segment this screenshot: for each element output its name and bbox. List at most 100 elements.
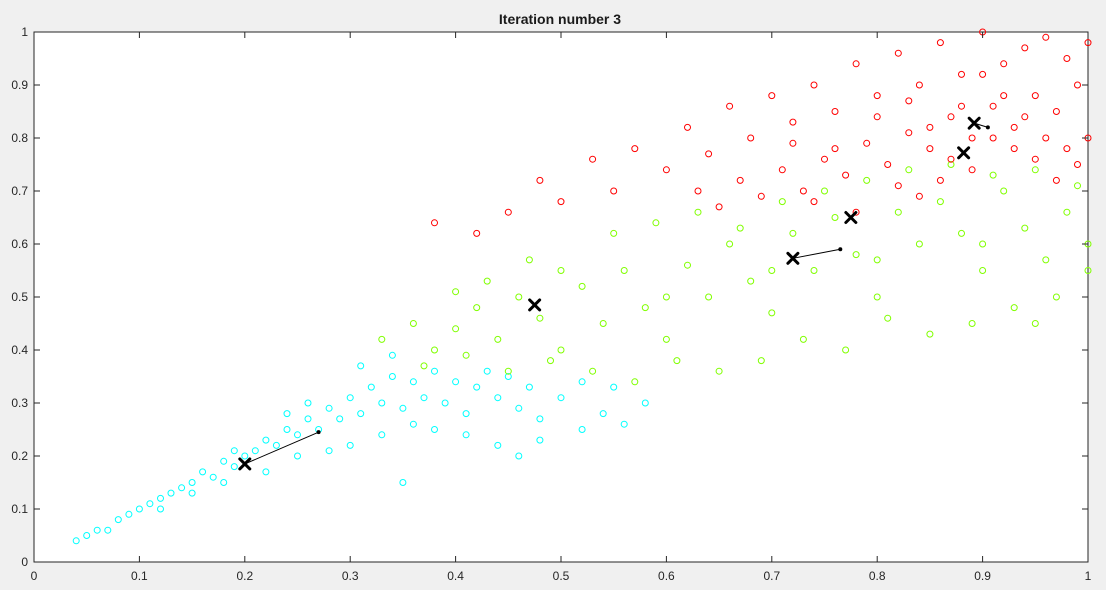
data-point — [525, 256, 533, 264]
data-point — [1074, 182, 1081, 190]
data-point — [884, 161, 892, 168]
data-point — [799, 335, 807, 343]
data-point — [304, 399, 312, 407]
data-point — [947, 155, 955, 163]
data-point — [768, 309, 776, 317]
x-tick-label: 1 — [1085, 569, 1092, 583]
centroid-markers — [238, 116, 990, 471]
data-point — [926, 123, 934, 131]
data-point — [905, 129, 913, 137]
data-point — [378, 335, 386, 343]
centroid-previous-marker — [985, 125, 990, 130]
data-point — [873, 256, 881, 264]
data-point — [726, 102, 734, 110]
data-point — [821, 155, 828, 163]
data-point — [494, 441, 502, 449]
data-point — [367, 383, 375, 391]
data-point — [831, 214, 839, 221]
data-point — [157, 505, 164, 513]
data-point — [936, 39, 944, 47]
data-point — [420, 362, 428, 370]
data-point — [884, 314, 892, 322]
centroid-marker — [967, 116, 981, 130]
data-point — [926, 330, 934, 338]
x-tick-label: 0.9 — [974, 569, 991, 583]
data-point — [1052, 176, 1060, 184]
data-point — [958, 102, 965, 110]
centroid-previous-marker — [316, 430, 321, 435]
data-point — [936, 198, 944, 206]
data-point — [357, 410, 365, 418]
data-point — [262, 436, 270, 444]
data-point — [452, 325, 460, 333]
centroid-previous-marker — [838, 247, 843, 252]
data-point — [1021, 113, 1029, 121]
data-point — [452, 288, 460, 296]
data-point — [852, 251, 860, 259]
x-tick-label: 0.1 — [131, 569, 148, 583]
data-point — [979, 70, 987, 78]
data-point — [494, 335, 502, 343]
data-point — [958, 229, 965, 237]
data-point — [304, 415, 312, 423]
data-point — [336, 415, 344, 423]
data-point — [578, 426, 586, 433]
data-point — [789, 229, 797, 237]
data-point — [557, 394, 565, 402]
data-point — [662, 166, 670, 174]
data-point — [515, 293, 523, 301]
data-point — [473, 304, 481, 312]
data-point — [431, 367, 438, 375]
data-point — [610, 383, 618, 391]
centroid-trail-line — [244, 431, 319, 465]
data-point — [662, 293, 670, 301]
y-tick-label: 0.4 — [11, 343, 28, 357]
data-point — [694, 187, 702, 195]
data-point — [388, 351, 396, 359]
data-point — [810, 81, 818, 89]
data-point — [894, 182, 902, 190]
data-point — [810, 198, 818, 206]
data-point — [557, 267, 565, 274]
data-point — [220, 479, 228, 486]
data-point — [388, 373, 396, 380]
data-point — [736, 224, 744, 232]
x-tick-label: 0.4 — [447, 569, 464, 583]
data-point — [662, 335, 670, 343]
data-point — [1052, 108, 1060, 115]
data-point — [294, 431, 301, 439]
data-point — [83, 532, 91, 539]
data-point — [915, 192, 923, 200]
data-point — [673, 357, 681, 365]
data-point — [441, 399, 449, 407]
data-point — [72, 537, 80, 545]
data-point — [715, 203, 723, 211]
data-point — [1031, 320, 1039, 327]
data-point — [768, 267, 776, 274]
data-point — [1000, 187, 1008, 195]
data-point — [251, 447, 259, 455]
data-point — [283, 426, 291, 433]
y-tick-label: 0.9 — [11, 78, 28, 92]
data-point — [1010, 123, 1018, 131]
data-points — [72, 28, 1092, 545]
data-point — [694, 208, 702, 216]
data-point — [842, 171, 850, 179]
data-point — [620, 267, 628, 274]
data-point — [547, 357, 554, 365]
data-point — [610, 229, 618, 237]
data-point — [842, 346, 850, 354]
data-point — [715, 367, 723, 375]
data-point — [1084, 267, 1092, 274]
data-point — [757, 357, 765, 365]
data-point — [1000, 60, 1008, 68]
y-tick-label: 0.8 — [11, 131, 28, 145]
data-point — [420, 394, 428, 402]
data-point — [1010, 304, 1018, 312]
data-point — [684, 123, 691, 131]
data-point — [399, 404, 407, 412]
data-point — [1021, 224, 1029, 232]
data-point — [620, 420, 628, 428]
data-point — [810, 267, 818, 274]
